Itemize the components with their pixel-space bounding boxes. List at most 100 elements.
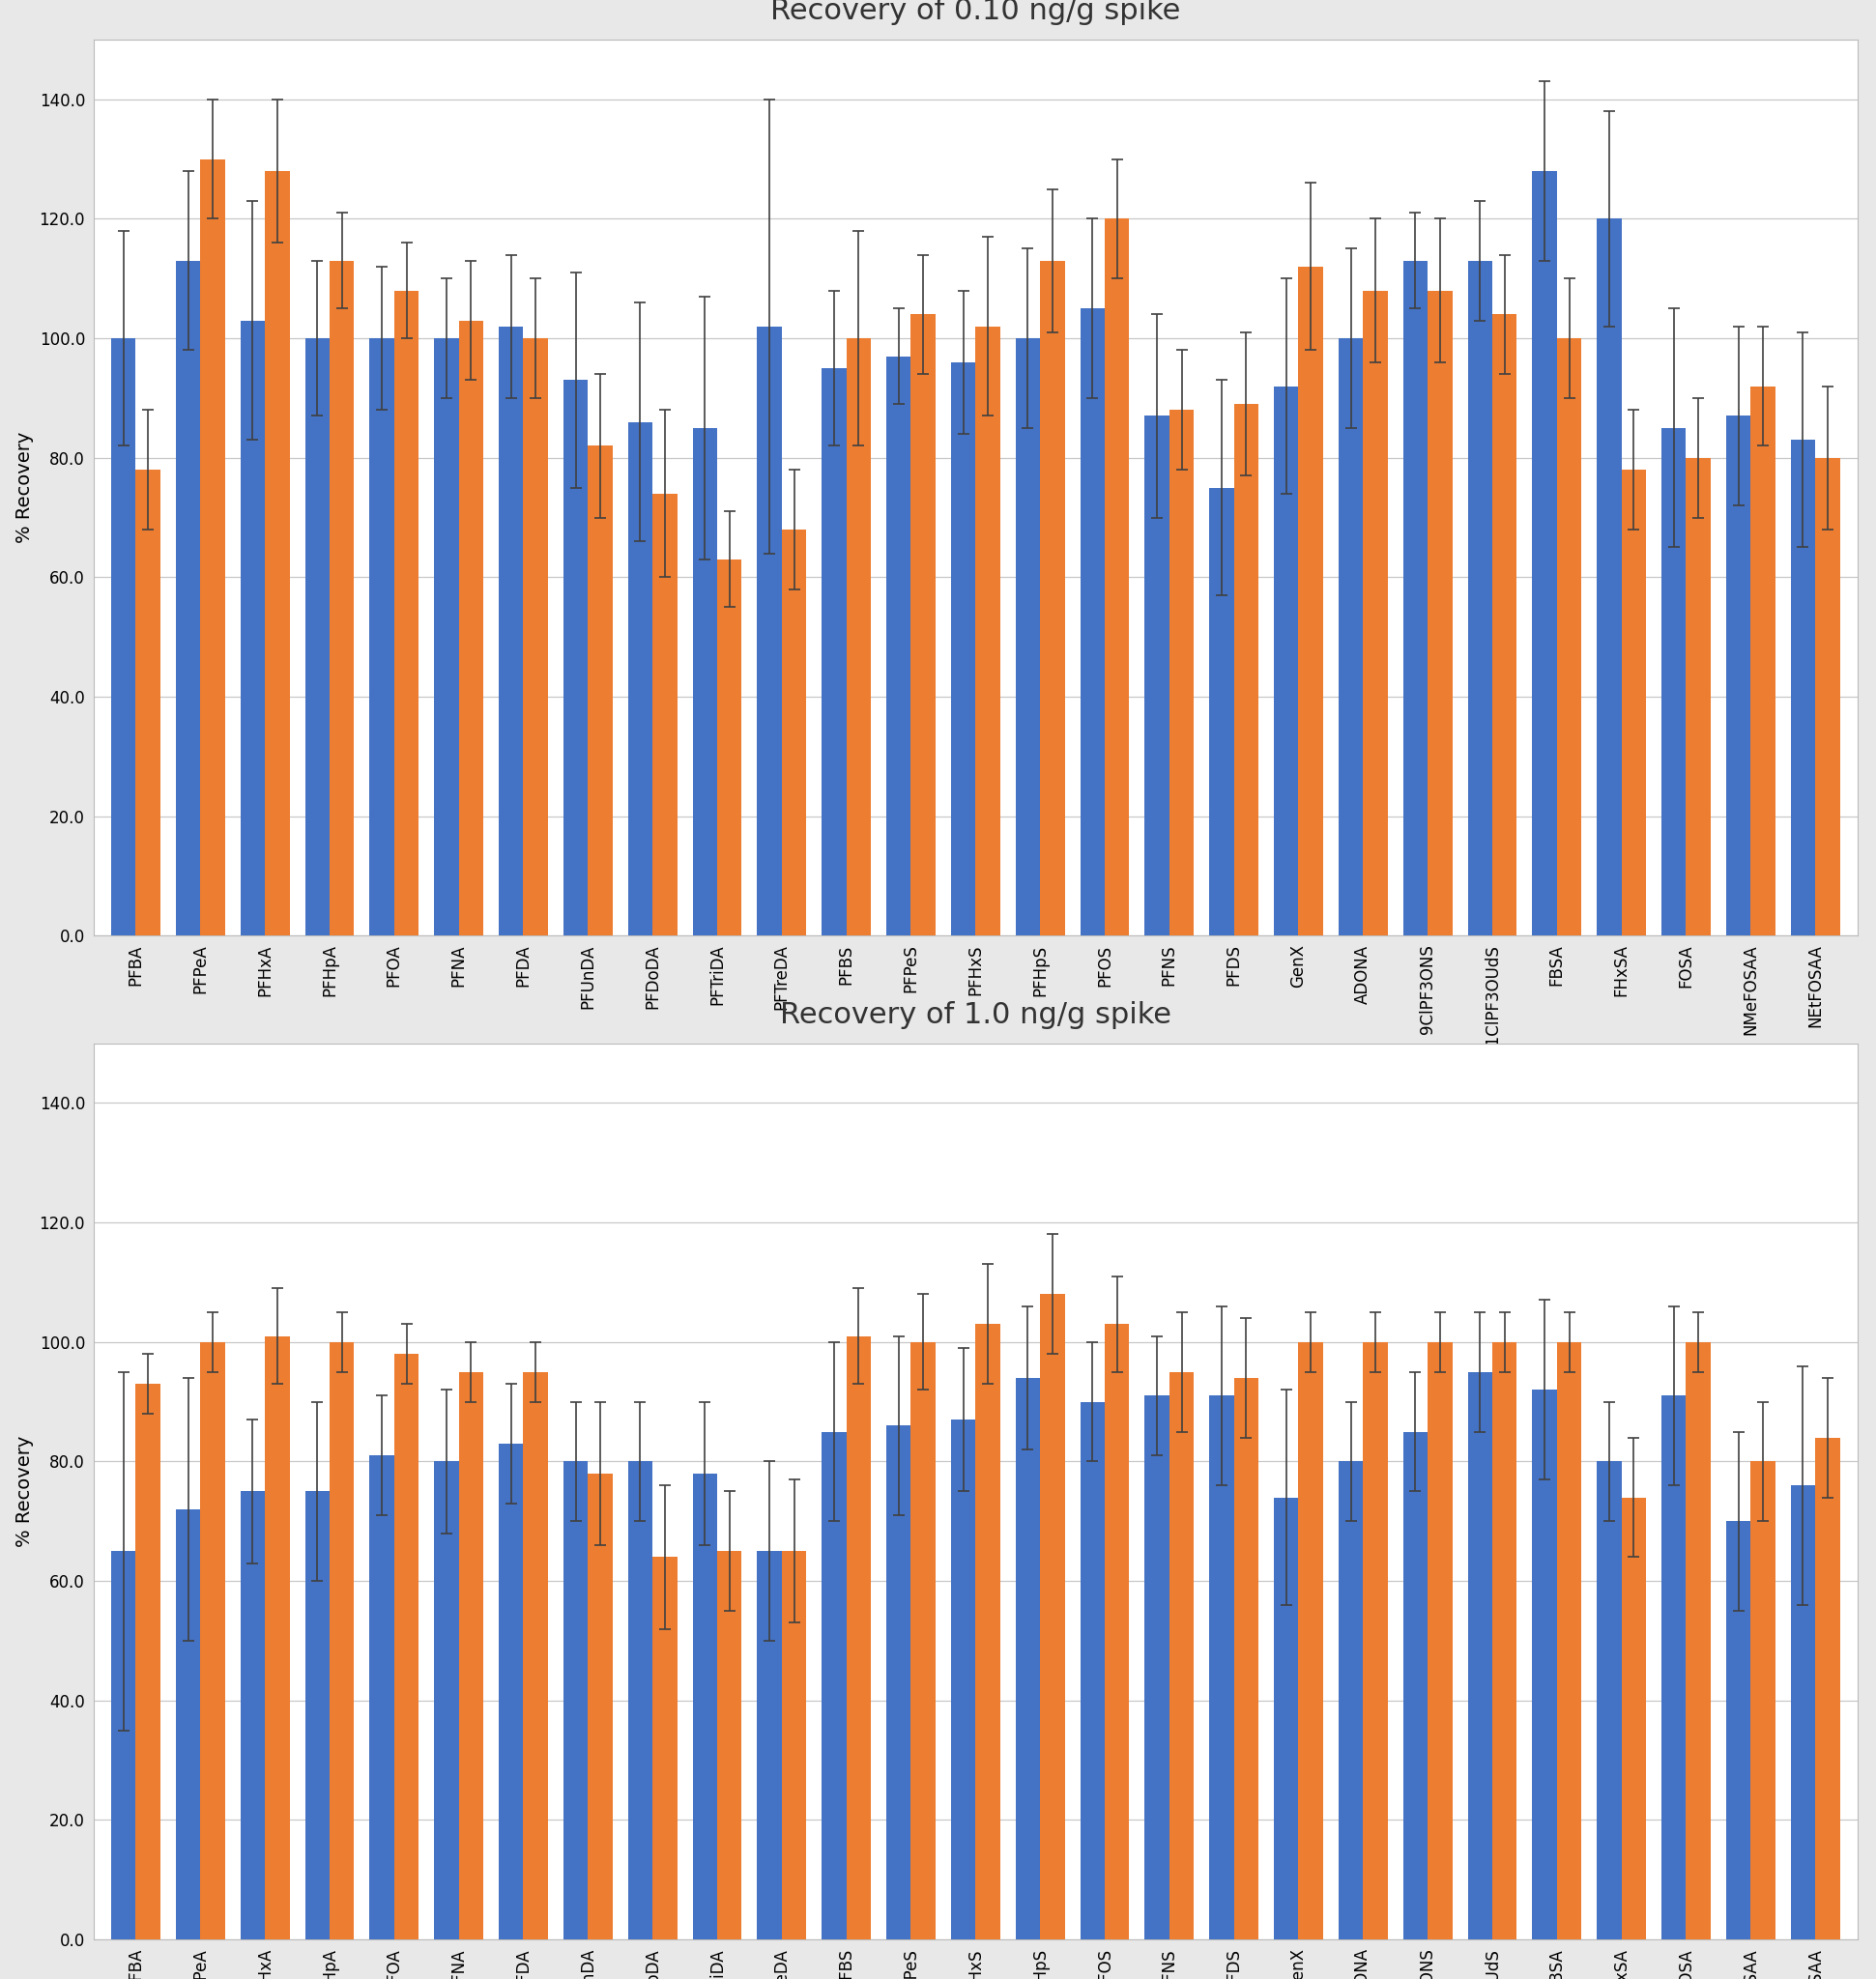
Bar xyxy=(499,327,523,936)
Bar xyxy=(1015,1377,1039,1939)
Bar xyxy=(1533,170,1557,936)
Bar xyxy=(1557,338,1581,936)
Bar xyxy=(885,356,912,936)
Bar xyxy=(176,261,201,936)
Bar xyxy=(758,1552,782,1939)
Bar xyxy=(822,368,846,936)
Bar xyxy=(111,338,135,936)
Legend: Matrix matched, Solvent: Matrix matched, Solvent xyxy=(824,1269,1127,1286)
Bar xyxy=(885,1425,912,1939)
Bar xyxy=(1687,457,1711,936)
Bar xyxy=(1081,309,1105,936)
Bar xyxy=(1467,1371,1491,1939)
Bar xyxy=(1339,338,1364,936)
Bar xyxy=(976,327,1000,936)
Bar xyxy=(912,315,936,936)
Bar xyxy=(758,327,782,936)
Bar xyxy=(1403,261,1428,936)
Bar xyxy=(1750,386,1775,936)
Bar xyxy=(201,158,225,936)
Bar xyxy=(692,427,717,936)
Bar xyxy=(1274,386,1298,936)
Title: Recovery of 0.10 ng/g spike: Recovery of 0.10 ng/g spike xyxy=(771,0,1180,26)
Bar xyxy=(240,1492,265,1939)
Bar xyxy=(976,1324,1000,1939)
Bar xyxy=(717,1552,741,1939)
Bar xyxy=(846,1336,870,1939)
Bar xyxy=(1662,1395,1687,1939)
Bar xyxy=(1816,457,1840,936)
Bar xyxy=(951,362,976,936)
Bar xyxy=(782,1552,807,1939)
Bar xyxy=(1298,1342,1323,1939)
Bar xyxy=(460,321,484,936)
Bar xyxy=(1144,416,1169,936)
Bar xyxy=(1750,1461,1775,1939)
Bar xyxy=(1274,1498,1298,1939)
Bar xyxy=(782,530,807,936)
Bar xyxy=(1298,267,1323,936)
Bar xyxy=(563,1461,587,1939)
Bar xyxy=(523,338,548,936)
Bar xyxy=(394,1354,418,1939)
Bar xyxy=(1210,487,1234,936)
Bar xyxy=(563,380,587,936)
Bar xyxy=(1596,220,1621,936)
Bar xyxy=(1662,427,1687,936)
Bar xyxy=(587,1474,612,1939)
Bar xyxy=(523,1371,548,1939)
Bar xyxy=(330,1342,355,1939)
Bar xyxy=(1234,1377,1259,1939)
Bar xyxy=(1816,1437,1840,1939)
Bar xyxy=(1792,439,1816,936)
Bar xyxy=(1596,1461,1621,1939)
Bar xyxy=(692,1474,717,1939)
Bar xyxy=(201,1342,225,1939)
Bar xyxy=(717,560,741,936)
Bar xyxy=(1039,1294,1066,1939)
Bar xyxy=(135,469,159,936)
Bar xyxy=(1169,1371,1193,1939)
Bar xyxy=(1726,416,1750,936)
Bar xyxy=(370,1455,394,1939)
Bar xyxy=(653,1557,677,1939)
Bar xyxy=(265,1336,289,1939)
Bar xyxy=(1621,469,1645,936)
Bar xyxy=(1491,315,1518,936)
Bar xyxy=(628,422,653,936)
Bar xyxy=(176,1510,201,1939)
Bar xyxy=(1105,1324,1129,1939)
Bar xyxy=(1081,1401,1105,1939)
Bar xyxy=(1144,1395,1169,1939)
Bar xyxy=(370,338,394,936)
Bar xyxy=(499,1443,523,1939)
Bar xyxy=(1533,1389,1557,1939)
Bar xyxy=(846,338,870,936)
Bar xyxy=(265,170,289,936)
Y-axis label: % Recovery: % Recovery xyxy=(15,431,34,544)
Bar xyxy=(1687,1342,1711,1939)
Bar xyxy=(1621,1498,1645,1939)
Bar xyxy=(653,493,677,936)
Bar xyxy=(951,1419,976,1939)
Bar xyxy=(1234,404,1259,936)
Bar xyxy=(433,1461,460,1939)
Bar xyxy=(1467,261,1491,936)
Bar xyxy=(1726,1522,1750,1939)
Bar xyxy=(1364,291,1388,936)
Bar xyxy=(1039,261,1066,936)
Bar xyxy=(240,321,265,936)
Bar xyxy=(135,1383,159,1939)
Bar xyxy=(628,1461,653,1939)
Bar xyxy=(460,1371,484,1939)
Bar xyxy=(822,1431,846,1939)
Title: Recovery of 1.0 ng/g spike: Recovery of 1.0 ng/g spike xyxy=(780,1001,1171,1029)
Bar xyxy=(1428,1342,1452,1939)
Bar xyxy=(1792,1486,1816,1939)
Bar xyxy=(1364,1342,1388,1939)
Bar xyxy=(433,338,460,936)
Bar xyxy=(330,261,355,936)
Bar xyxy=(1169,410,1193,936)
Bar xyxy=(912,1342,936,1939)
Bar xyxy=(1210,1395,1234,1939)
